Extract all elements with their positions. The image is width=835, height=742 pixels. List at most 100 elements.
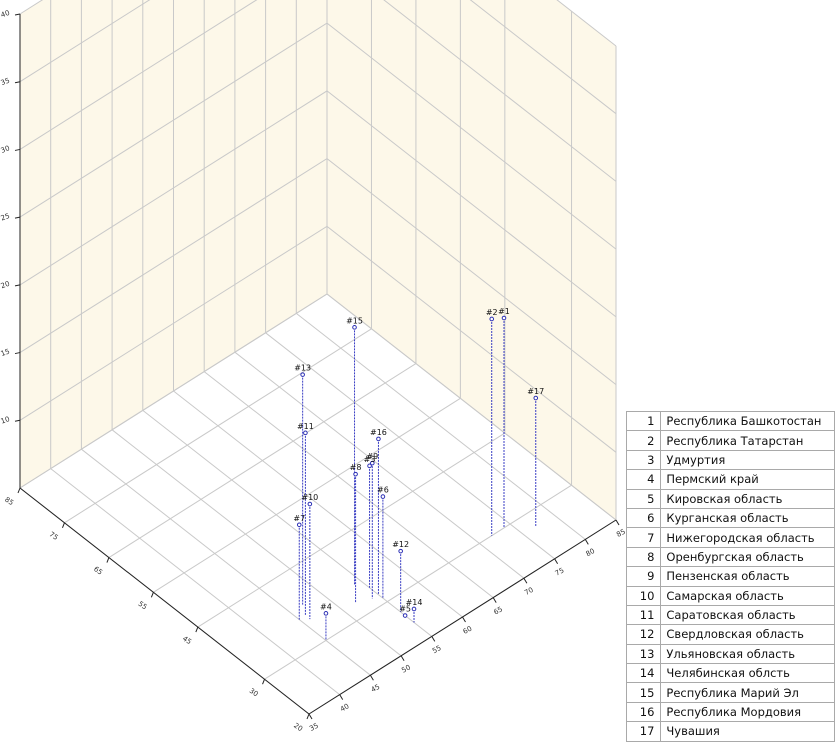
y-tick-label: 60	[462, 625, 474, 636]
x-tick-mark	[150, 592, 154, 598]
legend-row: 7 Нижегородская область	[625, 527, 835, 548]
z-tick-mark	[14, 284, 21, 287]
legend-row: 11 Саратовская область	[625, 604, 835, 626]
wall-grid-line	[19, 0, 617, 115]
legend-number: 16	[625, 701, 662, 723]
legend-number: 2	[625, 430, 662, 451]
legend-number: 1	[625, 410, 662, 432]
legend-number: 9	[625, 566, 662, 587]
point-label: #6	[377, 486, 389, 495]
point-labels: #1#2 #3 #4 #5 #6 #7 #8 #9 #10 #11 #12 #13 #14 #15 #16 #…	[293, 307, 544, 614]
point-label: #11	[297, 422, 314, 431]
legend-number: 10	[625, 585, 662, 606]
y-tick-mark	[308, 713, 313, 720]
y-tick-mark	[492, 597, 497, 603]
point-label: #13	[294, 364, 311, 373]
legend-region-name: Саратовская область	[660, 604, 835, 626]
wall-grid-line	[19, 22, 617, 250]
chart-walls	[20, 0, 616, 520]
point-label: #7	[293, 514, 305, 523]
x-tick-label: 45	[181, 635, 193, 647]
floor-grid-line	[295, 313, 586, 540]
data-point	[489, 316, 495, 322]
y-tick-label: 85	[615, 528, 627, 539]
z-tick-mark	[14, 13, 21, 16]
wall-grid-line	[19, 0, 617, 182]
legend-region-name: Ульяновская область	[660, 643, 835, 665]
point-label: #4	[320, 602, 332, 611]
legend-number: 8	[625, 546, 662, 568]
legend-number: 5	[625, 488, 662, 509]
x-tick-mark	[262, 679, 266, 685]
point-label: #3	[364, 455, 376, 464]
data-point	[398, 548, 403, 554]
legend-region-name: Чувашия	[660, 721, 835, 742]
legend-table: 1 Республика Башкотостан 2 Республика Татар…	[625, 410, 835, 742]
legend-number: 7	[625, 527, 662, 548]
z-tick-label: 15	[0, 347, 11, 358]
legend-row: 4 Пермский край	[625, 469, 835, 490]
floor-grid-line	[81, 448, 371, 676]
point-label: #15	[346, 316, 363, 325]
back-wall-right	[327, 0, 616, 520]
legend-number: 12	[625, 624, 662, 645]
y-tick-mark	[400, 655, 405, 662]
point-label: #12	[392, 540, 409, 549]
legend-region-name: Курганская область	[660, 507, 835, 529]
y-tick-mark	[462, 616, 466, 623]
data-point	[370, 460, 375, 466]
z-tick-mark	[14, 81, 21, 84]
y-tick-label: 55	[431, 644, 443, 655]
point-label: #17	[527, 387, 544, 396]
z-tick-label: 30	[0, 144, 11, 155]
z-tick-label: 35	[0, 77, 11, 88]
x-tick-mark	[195, 626, 199, 633]
point-label: #14	[406, 598, 423, 607]
z-tick-label: 25	[0, 212, 11, 223]
legend-row: 10 Самарская область	[625, 585, 835, 606]
y-tick-label: 40	[339, 702, 351, 713]
y-tick-label: 35	[308, 722, 320, 733]
data-points	[296, 315, 539, 618]
floor-grid-line	[111, 429, 402, 657]
wall-grid-line	[19, 157, 617, 385]
y-tick-mark	[615, 519, 620, 526]
y-tick-label: 65	[492, 605, 504, 616]
legend-row: 16 Республика Мордовия	[625, 701, 835, 723]
legend-region-name: Самарская область	[660, 585, 835, 606]
legend-number: 11	[625, 604, 662, 626]
z-tick-mark	[14, 216, 21, 219]
drop-lines	[298, 317, 537, 641]
legend-row: 6 Курганская область	[625, 507, 835, 529]
data-point	[376, 436, 381, 442]
legend-number: 6	[625, 507, 662, 529]
x-tick-label: 20	[292, 722, 304, 734]
point-label: #5	[399, 605, 411, 614]
legend-row: 17 Чувашия	[625, 721, 835, 742]
x-axis-line	[19, 487, 310, 715]
legend-number: 14	[625, 663, 662, 684]
wall-grid-line	[19, 90, 617, 318]
point-label: #9	[366, 452, 378, 461]
legend-region-name: Свердловская область	[660, 624, 835, 645]
legend-region-name: Челябинская облсть	[660, 663, 835, 684]
z-tick-label: 10	[0, 415, 11, 426]
chart-axes: 20 30 45 55 65 75 85 35 40 45 50 55 60 65 70 75 80 85 10 15…	[0, 9, 627, 733]
legend-region-name: Удмуртия	[660, 449, 835, 471]
legend-number: 13	[625, 643, 662, 665]
legend-region-name: Республика Мордовия	[660, 701, 835, 723]
legend-number: 15	[625, 682, 662, 703]
legend-region-name: Пермский край	[660, 469, 835, 490]
y-tick-label: 45	[370, 683, 382, 694]
legend-row: 3 Удмуртия	[625, 449, 835, 471]
y-tick-label: 80	[585, 547, 597, 558]
x-tick-label: 55	[137, 600, 149, 612]
z-tick-mark	[14, 352, 21, 355]
legend-number: 4	[625, 469, 662, 490]
x-tick-mark	[17, 487, 21, 494]
legend-region-name: Нижегородская область	[660, 527, 835, 548]
legend-region-name: Республика Марий Эл	[660, 682, 835, 703]
data-point	[307, 501, 313, 507]
y-tick-label: 75	[554, 566, 566, 577]
x-tick-label: 85	[3, 496, 15, 508]
